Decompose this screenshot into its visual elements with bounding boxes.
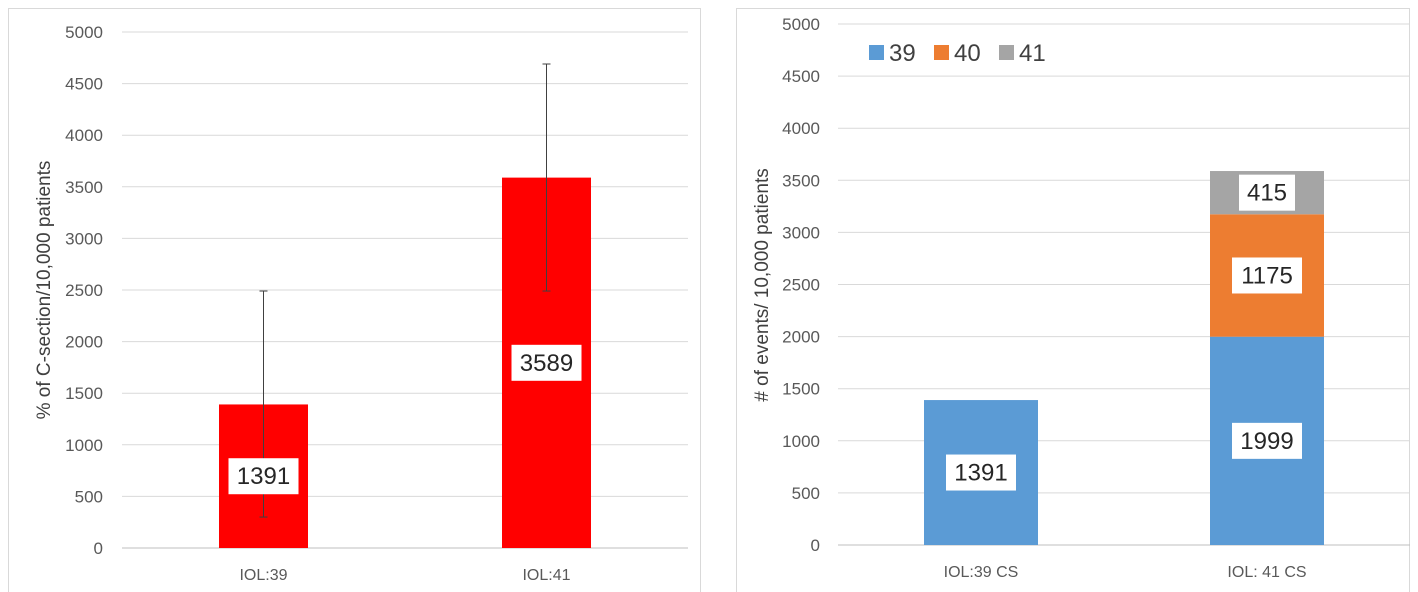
- right-data-label-group: 1391: [946, 454, 1016, 491]
- left-bar-chart: % of C-section/10,000 patients 0 500 1000 1…: [34, 23, 688, 584]
- left-y-tick-label: 3500: [65, 178, 103, 197]
- legend-swatch-39: [869, 45, 884, 60]
- left-category-labels: IOL:39 IOL:41: [239, 567, 570, 584]
- left-y-tick-label: 1500: [65, 384, 103, 403]
- right-data-label-group: 1175: [1232, 257, 1302, 294]
- legend-label-41: 41: [1019, 40, 1046, 67]
- right-data-label: 415: [1247, 180, 1287, 207]
- right-data-label: 1999: [1240, 428, 1293, 455]
- left-y-axis-label: % of C-section/10,000 patients: [34, 161, 55, 420]
- right-y-tick-label: 3500: [782, 171, 820, 190]
- left-category-label: IOL:41: [522, 567, 570, 584]
- left-gridlines: [122, 31, 688, 549]
- right-y-tick-label: 0: [811, 536, 820, 555]
- right-data-label-box: [1232, 257, 1302, 294]
- left-chart-panel: % of C-section/10,000 patients 0 500 1000 1…: [8, 8, 701, 592]
- left-chart-border: [8, 8, 701, 592]
- left-y-tick-labels: 0 500 1000 1500 2000 2500 3000 3500 4000 4500 5000: [65, 23, 103, 558]
- right-data-labels: 1391 1999 1175 415: [946, 174, 1302, 491]
- right-data-label-group: 415: [1239, 174, 1295, 211]
- left-data-label: 1391: [237, 463, 290, 490]
- legend-label-40: 40: [954, 40, 981, 67]
- left-data-label-group: 3589: [511, 344, 582, 381]
- left-category-label: IOL:39: [239, 567, 287, 584]
- right-data-label: 1175: [1241, 262, 1293, 289]
- left-y-tick-label: 4500: [65, 75, 103, 94]
- right-y-axis-label: # of events/ 10,000 patients: [752, 168, 773, 401]
- right-data-label: 1391: [954, 460, 1007, 487]
- right-data-label-box: [1232, 422, 1302, 459]
- right-gridlines: [838, 23, 1410, 546]
- left-y-tick-label: 4000: [65, 126, 103, 145]
- right-y-tick-label: 5000: [782, 15, 820, 34]
- right-data-label-group: 1999: [1232, 422, 1302, 459]
- right-y-tick-label: 4000: [782, 119, 820, 138]
- left-y-tick-label: 3000: [65, 229, 103, 248]
- right-chart-border: [736, 8, 1410, 592]
- right-stacked-bar-chart: # of events/ 10,000 patients 0 500 1000 150…: [752, 15, 1410, 581]
- left-data-label: 3589: [520, 350, 573, 377]
- right-y-tick-label: 4500: [782, 67, 820, 86]
- left-data-label-box: [511, 344, 582, 381]
- right-y-tick-label: 2500: [782, 276, 820, 295]
- right-y-tick-label: 2000: [782, 328, 820, 347]
- right-data-label-box: [1239, 174, 1295, 211]
- right-category-label: IOL:39 CS: [944, 564, 1019, 581]
- left-y-tick-label: 500: [75, 487, 103, 506]
- right-y-tick-label: 500: [792, 484, 820, 503]
- legend-swatch-40: [934, 45, 949, 60]
- right-category-label: IOL: 41 CS: [1227, 564, 1306, 581]
- right-y-tick-label: 3000: [782, 223, 820, 242]
- left-y-tick-label: 5000: [65, 23, 103, 42]
- left-y-tick-label: 2000: [65, 333, 103, 352]
- left-y-tick-label: 1000: [65, 436, 103, 455]
- legend-label-39: 39: [889, 40, 916, 67]
- right-category-labels: IOL:39 CS IOL: 41 CS: [944, 564, 1307, 581]
- right-data-label-box: [946, 454, 1016, 491]
- right-y-tick-label: 1500: [782, 380, 820, 399]
- left-data-label-group: 1391: [228, 458, 299, 495]
- left-y-tick-label: 2500: [65, 281, 103, 300]
- right-legend: 39 40 41: [869, 40, 1046, 67]
- right-y-tick-label: 1000: [782, 432, 820, 451]
- left-data-labels: 1391 3589: [228, 344, 582, 495]
- right-chart-panel: # of events/ 10,000 patients 0 500 1000 150…: [728, 0, 1418, 592]
- legend-swatch-41: [999, 45, 1014, 60]
- right-y-tick-labels: 0 500 1000 1500 2000 2500 3000 3500 4000 4500 5000: [782, 15, 820, 555]
- left-data-label-box: [228, 458, 299, 495]
- left-y-tick-label: 0: [94, 539, 103, 558]
